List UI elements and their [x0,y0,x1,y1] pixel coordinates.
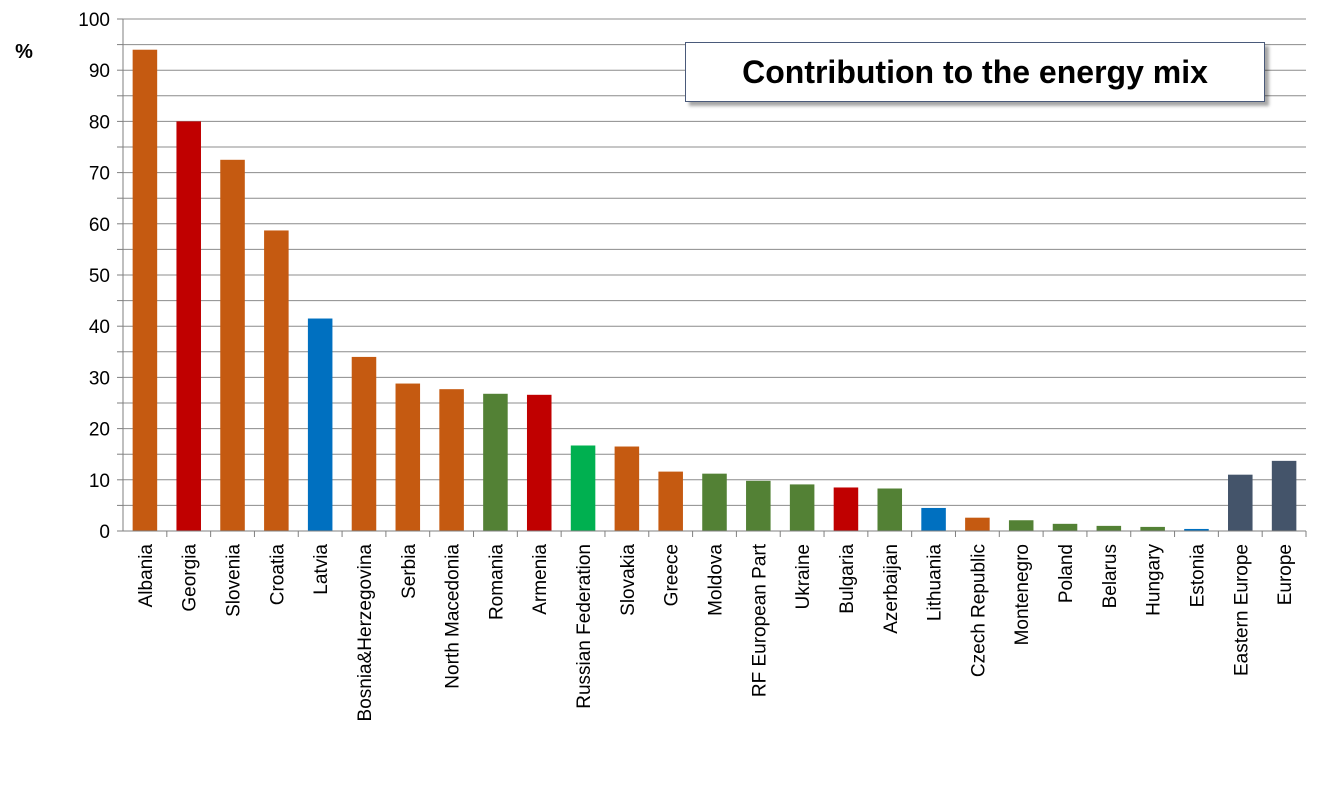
y-tick-label: 60 [89,215,110,236]
bar [921,507,946,531]
bar [965,517,990,531]
bar [307,318,333,531]
x-tick-label: RF European Part [749,543,770,697]
x-tick-label: Greece [662,544,683,606]
x-tick-label: Slovakia [618,544,639,616]
bar [1184,528,1209,531]
y-tick-label: 40 [89,317,110,338]
x-tick-label: Estonia [1187,544,1208,608]
x-tick-label: Lithuania [925,544,946,622]
bar [789,484,815,531]
x-tick-label: North Macedonia [443,544,464,689]
axes [117,18,1307,537]
bar [1096,525,1122,531]
y-tick-label: 0 [99,522,110,543]
bar [526,394,552,531]
x-tick-label: Croatia [267,544,288,606]
bar [746,480,771,531]
x-tick-label: Bosnia&Herzegovina [355,544,376,722]
bar [570,445,596,531]
y-tick-label: 10 [89,471,110,492]
bar [1140,526,1165,531]
y-tick-label: 20 [89,420,110,441]
x-tick-label: Azerbaijan [881,544,902,634]
x-tick-label: Hungary [1144,544,1165,616]
x-tick-label: Bulgaria [837,544,858,614]
y-tick-label: 80 [89,112,110,133]
bar [1008,520,1034,531]
bar [395,383,421,531]
x-tick-label: Russian Federation [574,544,595,709]
x-tick-label: Poland [1056,544,1077,603]
x-tick-label: Armenia [530,544,551,615]
y-tick-label: 90 [89,61,110,82]
bar [614,446,640,531]
bar [658,471,683,531]
x-tick-label: Montenegro [1012,544,1033,645]
x-tick-label: Eastern Europe [1231,544,1252,676]
x-tick-label: Georgia [180,544,201,612]
x-tick-label: Serbia [399,544,420,599]
bar [483,393,508,531]
bar [176,121,201,532]
x-tick-label: Czech Republic [968,544,989,677]
bar [264,230,289,531]
x-tick-label: Slovenia [224,544,245,617]
y-tick-label: 30 [89,368,110,389]
bar [220,159,245,532]
y-tick-label: 50 [89,266,110,287]
bar [439,389,464,531]
bar [702,473,727,531]
bar [1228,474,1253,531]
x-tick-label: Albania [136,544,157,608]
chart-title: Contribution to the energy mix [742,53,1208,90]
y-tick-label: 100 [78,10,110,31]
chart-title-box: Contribution to the energy mix [685,42,1265,102]
x-tick-label: Ukraine [793,544,814,609]
bar [1271,460,1297,531]
x-tick-label: Europe [1275,544,1296,605]
bar [132,49,158,531]
x-tick-label: Moldova [706,544,727,616]
x-tick-label: Belarus [1100,544,1121,608]
bar [833,487,859,531]
bar [877,488,903,531]
x-tick-label: Latvia [311,544,332,595]
y-tick-labels: 0 10 20 30 40 50 60 70 80 90 100 [78,10,110,543]
y-axis-label: % [15,41,33,63]
y-tick-label: 70 [89,164,110,185]
bars [132,49,1297,532]
x-tick-label: Romania [486,544,507,620]
bar [351,356,377,531]
bar [1052,523,1078,531]
x-tick-labels: Albania Georgia Slovenia Croatia Latvia Bosni… [136,543,1296,721]
